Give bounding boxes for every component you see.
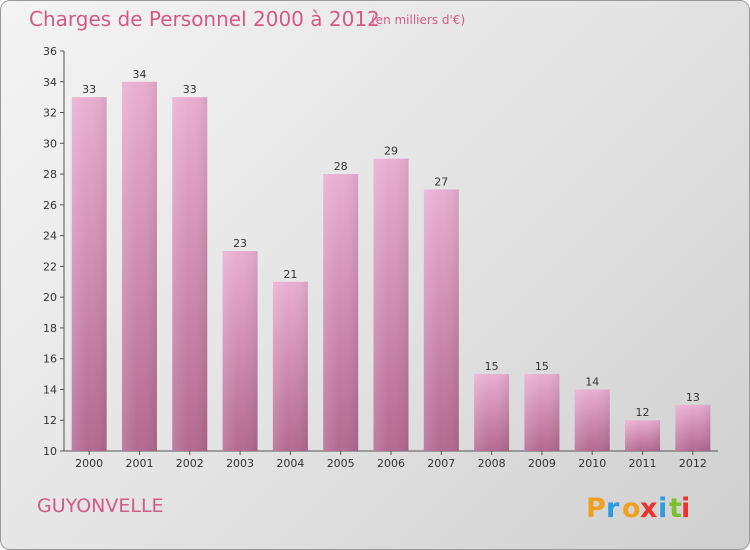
data-label: 23: [233, 237, 247, 250]
value-labels: 2000 33 2001 34 2002 33 2003 23 2004 21 2005 28 2006…: [75, 68, 707, 470]
x-tick-label: 2009: [528, 457, 556, 470]
y-tick-label: 14: [43, 383, 57, 396]
x-tick-label: 2003: [226, 457, 254, 470]
bar-shine: [71, 97, 107, 452]
data-label: 34: [132, 68, 146, 81]
y-tick-label: 36: [43, 45, 57, 58]
bar-shine: [272, 281, 308, 451]
x-tick-label: 2001: [125, 457, 153, 470]
bar-shine: [474, 374, 510, 451]
bar-shine: [423, 189, 459, 451]
logo-letter: P: [586, 493, 606, 524]
x-tick-label: 2010: [578, 457, 606, 470]
y-tick-label: 26: [43, 199, 57, 212]
x-tick-label: 2008: [478, 457, 506, 470]
x-tick-label: 2005: [327, 457, 355, 470]
x-tick-label: 2007: [427, 457, 455, 470]
x-tick-label: 2011: [629, 457, 657, 470]
logo-letter: o: [622, 493, 641, 524]
logo-letter: t: [669, 493, 682, 524]
data-label: 33: [82, 83, 96, 96]
logo-letter: i: [658, 493, 667, 524]
data-label: 29: [384, 145, 398, 158]
bar-shine: [524, 374, 560, 451]
bar-shine: [121, 81, 157, 452]
data-label: 15: [535, 360, 549, 373]
bar-shine: [574, 389, 610, 451]
y-tick-label: 34: [43, 76, 57, 89]
data-label: 27: [434, 175, 448, 188]
y-tick-label: 10: [43, 445, 57, 458]
bar-shine: [222, 251, 258, 451]
y-tick-label: 24: [43, 230, 57, 243]
x-tick-label: 2006: [377, 457, 405, 470]
y-tick-label: 28: [43, 168, 57, 181]
data-label: 21: [283, 268, 297, 281]
y-tick-label: 32: [43, 107, 57, 120]
y-tick-label: 12: [43, 414, 57, 427]
data-label: 28: [334, 160, 348, 173]
y-tick-label: 30: [43, 137, 57, 150]
data-label: 33: [183, 83, 197, 96]
logo-letter: x: [640, 493, 657, 524]
bar-shine: [675, 404, 711, 451]
y-tick-label: 16: [43, 353, 57, 366]
chart-title: Charges de Personnel 2000 à 2012: [29, 7, 380, 31]
bar-shine: [373, 158, 409, 451]
y-tick-label: 22: [43, 260, 57, 273]
y-tick-label: 18: [43, 322, 57, 335]
data-label: 12: [636, 406, 650, 419]
bars: [71, 81, 711, 452]
data-label: 14: [585, 375, 599, 388]
data-label: 15: [485, 360, 499, 373]
data-label: 13: [686, 391, 700, 404]
chart-subtitle: (en milliers d'€): [371, 13, 466, 27]
x-tick-label: 2004: [276, 457, 304, 470]
y-tick-label: 20: [43, 291, 57, 304]
logo-letter: i: [681, 493, 690, 524]
x-tick-label: 2012: [679, 457, 707, 470]
bar-shine: [625, 420, 661, 451]
x-tick-label: 2000: [75, 457, 103, 470]
bar-shine: [323, 174, 359, 452]
logo-letter: r: [606, 493, 620, 524]
commune-name: GUYONVELLE: [37, 495, 164, 517]
axes: 10 12 14 16 18 20 22 24 26 28 30 32 34 36: [43, 45, 718, 458]
x-tick-label: 2002: [176, 457, 204, 470]
bar-shine: [172, 97, 208, 452]
